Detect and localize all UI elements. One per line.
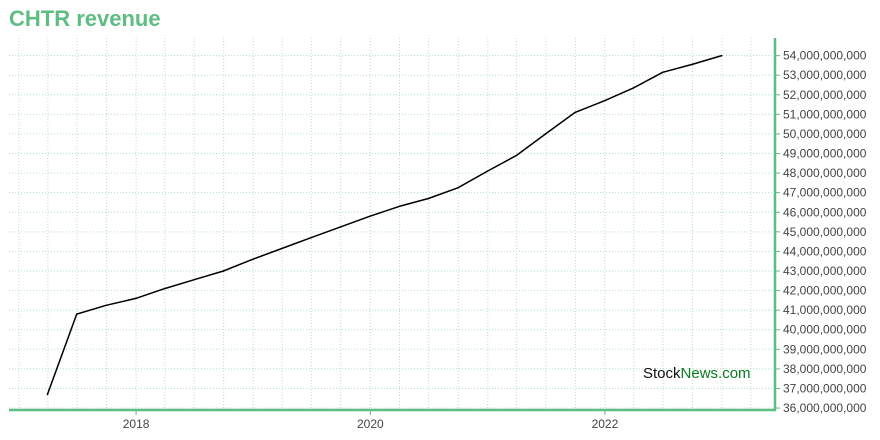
y-tick-label: 44,000,000,000 — [783, 244, 867, 258]
chart-axes — [9, 38, 780, 415]
revenue-data-point — [720, 54, 723, 57]
y-tick-label: 45,000,000,000 — [783, 225, 867, 239]
x-tick-label: 2020 — [357, 417, 384, 431]
revenue-data-point — [105, 304, 108, 307]
y-tick-label: 52,000,000,000 — [783, 88, 867, 102]
revenue-data-point — [193, 279, 195, 281]
y-tick-label: 37,000,000,000 — [783, 381, 867, 395]
y-tick-label: 41,000,000,000 — [783, 303, 867, 317]
y-tick-label: 54,000,000,000 — [783, 49, 867, 63]
y-tick-label: 40,000,000,000 — [783, 323, 867, 337]
revenue-data-point — [574, 111, 576, 114]
x-tick-label: 2018 — [123, 417, 150, 431]
watermark-part-news: News.com — [680, 365, 751, 382]
revenue-data-point — [75, 313, 78, 315]
y-tick-label: 39,000,000,000 — [783, 342, 867, 356]
y-tick-label: 49,000,000,000 — [783, 147, 867, 161]
y-tick-label: 36,000,000,000 — [783, 401, 867, 415]
revenue-data-point — [398, 205, 401, 208]
revenue-data-point — [369, 215, 371, 217]
revenue-data-point — [46, 393, 49, 396]
grid-lines — [9, 38, 775, 410]
revenue-series-line — [46, 54, 722, 395]
y-tick-label: 38,000,000,000 — [783, 362, 867, 376]
revenue-data-point — [691, 63, 694, 66]
revenue-data-point — [486, 170, 489, 172]
watermark-part-stock: Stock — [643, 365, 681, 382]
tick-labels: 36,000,000,000 37,000,000,000 38,000,000,0… — [123, 49, 867, 431]
revenue-data-point — [163, 287, 166, 290]
revenue-data-point — [515, 154, 518, 157]
revenue-data-point — [252, 258, 254, 261]
revenue-data-point — [339, 226, 342, 228]
revenue-data-point — [632, 87, 635, 89]
series-layer — [46, 54, 723, 396]
chart-title: CHTR revenue — [9, 6, 161, 31]
revenue-data-point — [222, 270, 225, 272]
revenue-data-point — [661, 71, 664, 74]
revenue-data-point — [310, 236, 312, 239]
revenue-data-point — [457, 186, 459, 189]
revenue-data-point — [603, 99, 606, 102]
revenue-data-point — [280, 247, 283, 250]
y-tick-label: 51,000,000,000 — [783, 107, 867, 121]
watermark-logo: StockNews.com — [643, 365, 751, 382]
revenue-data-point — [427, 197, 430, 200]
y-tick-label: 50,000,000,000 — [783, 127, 867, 141]
revenue-data-point — [134, 297, 137, 300]
y-tick-label: 43,000,000,000 — [783, 264, 867, 278]
y-tick-label: 42,000,000,000 — [783, 284, 867, 298]
revenue-data-point — [544, 133, 547, 135]
y-tick-label: 46,000,000,000 — [783, 205, 867, 219]
y-tick-label: 48,000,000,000 — [783, 166, 867, 180]
y-tick-label: 53,000,000,000 — [783, 68, 867, 82]
y-tick-label: 47,000,000,000 — [783, 186, 867, 200]
x-tick-label: 2022 — [592, 417, 619, 431]
